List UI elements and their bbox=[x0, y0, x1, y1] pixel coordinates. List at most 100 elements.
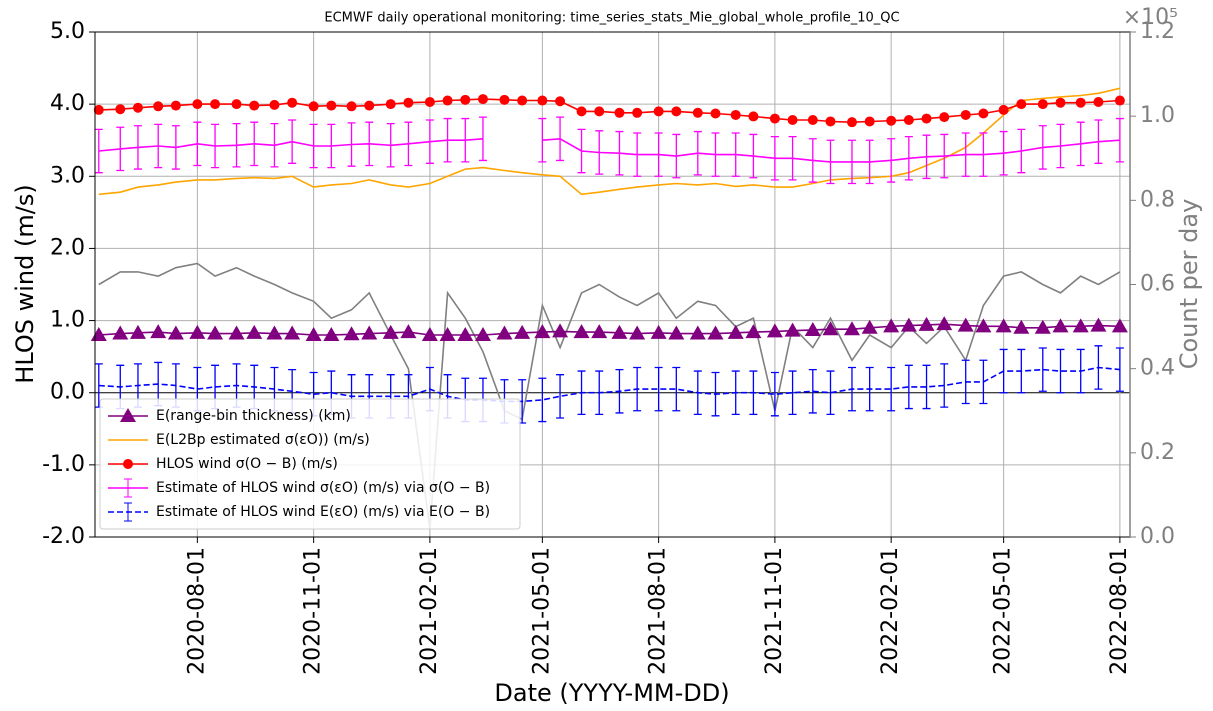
marker bbox=[385, 99, 396, 110]
x-tick-label: 2020-08-01 bbox=[184, 547, 209, 675]
marker bbox=[668, 325, 685, 340]
error-bar bbox=[595, 370, 604, 416]
marker bbox=[1034, 319, 1051, 334]
error-bar bbox=[1017, 348, 1026, 394]
marker bbox=[692, 107, 703, 118]
error-bar bbox=[826, 139, 835, 185]
legend-error bbox=[124, 502, 132, 522]
error-bar bbox=[94, 128, 103, 174]
error-bar bbox=[1115, 117, 1124, 163]
marker bbox=[1075, 97, 1086, 108]
marker bbox=[1111, 318, 1128, 333]
marker bbox=[364, 100, 375, 111]
y2-axis-label: Count per day bbox=[1175, 199, 1203, 370]
marker bbox=[671, 106, 682, 117]
marker bbox=[576, 106, 587, 117]
error-bar bbox=[711, 371, 720, 417]
marker bbox=[424, 96, 435, 107]
error-bar bbox=[999, 130, 1008, 176]
error-bar bbox=[193, 121, 202, 167]
error-bar bbox=[770, 135, 779, 181]
marker bbox=[727, 324, 744, 339]
error-bar bbox=[1094, 345, 1103, 390]
marker bbox=[115, 104, 126, 115]
marker bbox=[883, 318, 900, 333]
marker bbox=[382, 324, 399, 339]
error-bar bbox=[979, 132, 988, 177]
x-axis-label: Date (YYYY-MM-DD) bbox=[494, 679, 729, 707]
error-bar bbox=[288, 119, 297, 164]
marker bbox=[614, 107, 625, 118]
marker bbox=[460, 94, 471, 105]
error-bar bbox=[731, 132, 740, 177]
error-bar bbox=[615, 368, 624, 414]
marker bbox=[305, 327, 322, 341]
error-bar bbox=[887, 366, 896, 412]
marker bbox=[1055, 97, 1066, 108]
marker bbox=[153, 101, 164, 112]
marker bbox=[861, 319, 878, 334]
error-bar bbox=[1094, 119, 1103, 164]
marker bbox=[93, 104, 104, 115]
marker bbox=[210, 99, 221, 110]
marker bbox=[978, 108, 989, 119]
error-bar bbox=[731, 370, 740, 416]
x-tick-label: 2021-08-01 bbox=[646, 547, 671, 675]
error-bar bbox=[347, 122, 356, 167]
marker bbox=[710, 108, 721, 119]
x-tick-label: 2021-05-01 bbox=[529, 547, 554, 675]
y2-offset-label: ×10⁵ bbox=[1123, 5, 1178, 30]
marker bbox=[748, 111, 759, 122]
error-bar bbox=[922, 364, 931, 410]
marker bbox=[591, 324, 608, 339]
y-tick-label: -1.0 bbox=[42, 452, 85, 477]
marker bbox=[957, 317, 974, 332]
marker bbox=[343, 326, 360, 341]
error-bar bbox=[1038, 125, 1047, 170]
x-tick-label: 2021-11-01 bbox=[762, 547, 787, 675]
y-tick-label: 1.0 bbox=[50, 308, 85, 333]
error-bar bbox=[1115, 347, 1124, 392]
x-tick-label: 2022-02-01 bbox=[878, 547, 903, 675]
error-bar bbox=[788, 370, 797, 416]
marker bbox=[403, 97, 414, 108]
legend-box bbox=[99, 398, 521, 530]
y-tick-label: 2.0 bbox=[50, 235, 85, 260]
error-bar bbox=[999, 348, 1008, 394]
marker bbox=[1093, 96, 1104, 107]
error-bar bbox=[538, 377, 547, 423]
error-bar bbox=[904, 135, 913, 181]
marker bbox=[499, 94, 510, 105]
error-bar bbox=[171, 125, 180, 170]
error-bar bbox=[386, 122, 395, 168]
y2-tick-label: 1.0 bbox=[1140, 103, 1175, 128]
error-bar bbox=[556, 116, 565, 162]
marker bbox=[995, 318, 1012, 333]
marker bbox=[903, 115, 914, 126]
marker bbox=[825, 116, 836, 127]
marker bbox=[918, 316, 935, 331]
marker bbox=[150, 324, 167, 339]
y-tick-label: 4.0 bbox=[50, 91, 85, 116]
marker bbox=[266, 325, 283, 340]
marker bbox=[1090, 317, 1107, 332]
marker bbox=[284, 325, 301, 340]
marker bbox=[207, 325, 224, 340]
error-bar bbox=[749, 133, 758, 179]
marker bbox=[921, 113, 932, 124]
error-bar bbox=[940, 363, 949, 408]
marker bbox=[287, 97, 298, 108]
error-bar bbox=[808, 138, 817, 183]
marker bbox=[249, 100, 260, 111]
x-tick-label: 2020-11-01 bbox=[301, 547, 326, 675]
marker bbox=[555, 96, 566, 107]
marker bbox=[629, 325, 646, 340]
marker bbox=[975, 318, 992, 333]
marker bbox=[400, 324, 417, 339]
error-bar bbox=[577, 128, 586, 174]
marker bbox=[1072, 318, 1089, 333]
error-bar bbox=[922, 134, 931, 180]
error-bar bbox=[133, 125, 142, 170]
error-bar bbox=[1056, 348, 1065, 394]
error-bar bbox=[425, 119, 434, 164]
